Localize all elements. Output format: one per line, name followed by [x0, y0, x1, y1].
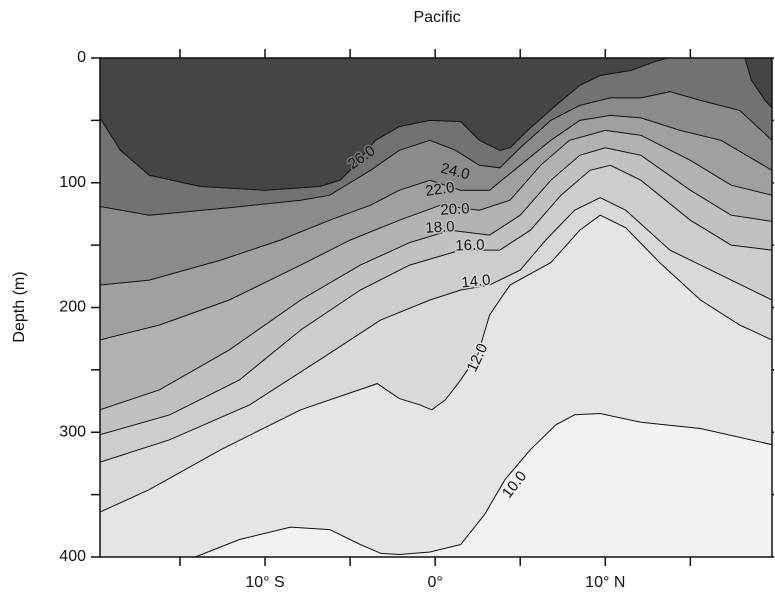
y-tick-label: 0 — [77, 49, 86, 66]
contour-label: 22.0 — [424, 179, 455, 200]
x-tick-label: 10° S — [245, 574, 284, 591]
chart-title: Pacific — [413, 9, 460, 26]
contour-line — [100, 214, 772, 513]
y-axis-label: Depth (m) — [11, 271, 28, 342]
contour-line — [100, 114, 772, 286]
contour-line — [195, 412, 772, 557]
plot-area: 26.0 24.022.020.018.016.014.012.010.0 — [100, 58, 772, 557]
y-tick-label: 100 — [59, 174, 86, 191]
contour-label: 14.0 — [461, 271, 492, 291]
contour-label: 16.0 — [455, 236, 485, 254]
contour-line — [100, 58, 772, 191]
y-tick-label: 200 — [59, 299, 86, 316]
contour-line — [100, 164, 772, 436]
contour-line — [100, 91, 772, 216]
contour-label: 18.0 — [425, 218, 455, 237]
contour-line — [100, 197, 772, 463]
y-tick-label: 400 — [59, 548, 86, 565]
contour-line — [100, 147, 772, 411]
contour-label: 20.0 — [440, 200, 470, 219]
x-tick-label: 0° — [428, 574, 443, 591]
y-tick-label: 300 — [59, 423, 86, 440]
contour-fill — [744, 58, 772, 108]
contour-line — [100, 129, 772, 341]
x-tick-label: 10° N — [585, 574, 625, 591]
axes: 0 100 200 300 400 10° S 0° 10° N — [59, 49, 774, 591]
contour-fill — [100, 58, 669, 191]
